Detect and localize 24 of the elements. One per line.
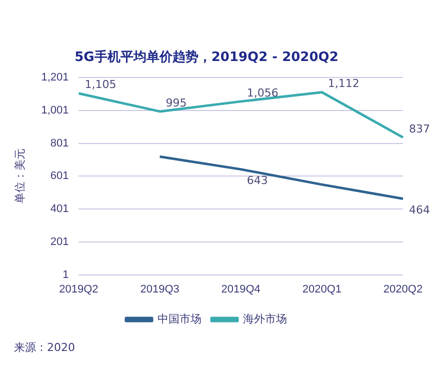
x-tick-label: 2020Q1 <box>302 283 342 296</box>
data-label: 1,105 <box>84 78 116 92</box>
data-label: 1,112 <box>328 77 360 90</box>
chart-title: 5G手机平均单价趋势，2019Q2 - 2020Q2 <box>74 49 338 66</box>
data-label: 995 <box>166 96 187 110</box>
x-tick-label: 2020Q2 <box>383 283 423 296</box>
data-label: 643 <box>246 174 268 188</box>
legend-label: 海外市场 <box>243 312 287 326</box>
data-label: 837 <box>409 122 430 136</box>
y-tick-label: 201 <box>50 236 69 248</box>
data-label: 1,056 <box>246 86 278 100</box>
legend-label: 中国市场 <box>158 312 202 326</box>
y-tick-label: 401 <box>50 203 69 216</box>
data-label: 464 <box>409 204 430 217</box>
x-tick-label: 2019Q3 <box>140 283 180 296</box>
y-axis-title: 单位：美元 <box>14 148 27 204</box>
y-tick-label: 1 <box>62 268 69 281</box>
y-tick-label: 1,201 <box>41 72 69 84</box>
y-tick-label: 801 <box>50 137 69 150</box>
y-tick-label: 601 <box>50 170 69 182</box>
x-tick-label: 2019Q4 <box>221 283 260 296</box>
source-note: 来源：2020 <box>14 340 75 355</box>
x-tick-label: 2019Q2 <box>59 283 98 296</box>
y-tick-label: 1,001 <box>41 104 69 116</box>
